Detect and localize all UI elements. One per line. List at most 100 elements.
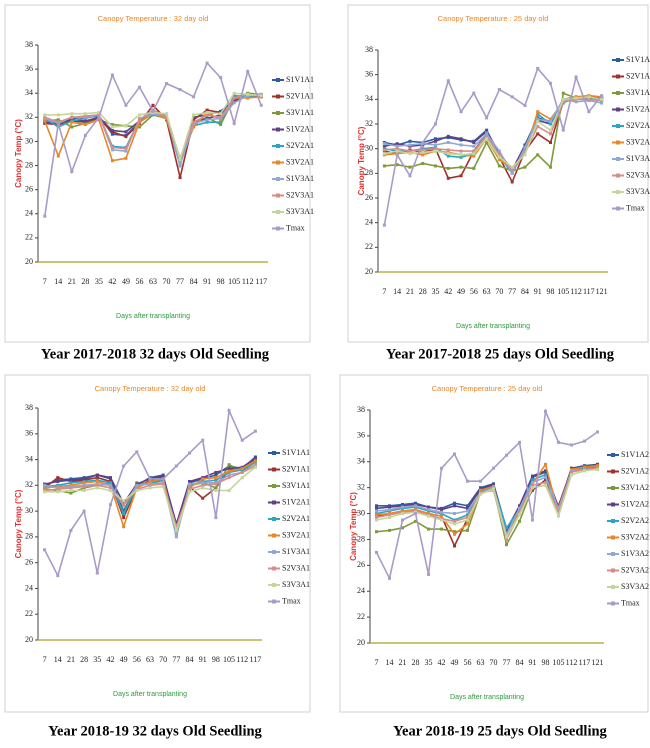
point-marker [472, 144, 476, 148]
x-tick-label: 21 [67, 655, 75, 664]
point-marker [421, 161, 425, 165]
legend-label: S3V3A2 [626, 187, 650, 196]
point-marker [214, 482, 218, 486]
legend-label: S3V3A1 [282, 580, 310, 589]
legend-marker [611, 552, 615, 556]
legend-label: S1V3A1 [282, 547, 310, 556]
point-marker [174, 525, 178, 529]
point-marker [570, 473, 573, 477]
point-marker [440, 466, 443, 470]
point-marker [395, 149, 399, 153]
x-tick-label: 63 [146, 655, 154, 664]
y-tick-label: 24 [357, 586, 365, 595]
point-marker [536, 120, 540, 124]
point-marker [466, 509, 469, 513]
point-marker [69, 486, 73, 490]
x-tick-label: 28 [80, 655, 88, 664]
x-tick-label: 98 [547, 287, 555, 296]
point-marker [434, 149, 437, 153]
point-marker [574, 96, 578, 100]
x-tick-label: 70 [159, 655, 167, 664]
point-marker [97, 111, 101, 115]
legend-label: S2V3A2 [621, 565, 649, 574]
point-marker [446, 154, 450, 158]
point-marker [227, 469, 231, 473]
point-marker [205, 118, 209, 122]
point-marker [583, 439, 586, 443]
x-tick-label: 28 [419, 287, 427, 296]
point-marker [485, 116, 489, 120]
x-tick-label: 56 [470, 287, 478, 296]
point-marker [259, 103, 263, 107]
y-tick-label: 30 [365, 143, 373, 152]
y-axis-label: Canopy Temp (°C) [357, 126, 366, 195]
point-marker [214, 516, 218, 520]
x-tick-label: 56 [135, 277, 143, 286]
point-marker [549, 141, 552, 144]
point-marker [408, 165, 412, 169]
point-marker [544, 480, 547, 484]
point-marker [446, 152, 450, 156]
point-marker [161, 474, 165, 478]
x-tick-label: 14 [386, 658, 394, 667]
point-marker [459, 153, 463, 157]
legend-marker [611, 453, 615, 457]
point-marker [446, 79, 450, 83]
legend-marker [611, 535, 615, 540]
point-marker [246, 92, 250, 96]
x-tick-label: 77 [503, 658, 511, 667]
x-tick-label: 84 [516, 658, 524, 667]
x-tick-label: 21 [399, 658, 407, 667]
y-tick-label: 30 [25, 506, 33, 515]
x-tick-label: 112 [566, 658, 578, 667]
x-tick-label: 121 [592, 658, 604, 667]
point-marker [427, 508, 430, 512]
legend-marker [272, 533, 276, 538]
point-marker [459, 165, 463, 169]
point-marker [214, 473, 218, 477]
point-marker [227, 473, 231, 477]
point-marker [531, 486, 534, 490]
point-marker [232, 94, 236, 98]
point-marker [536, 132, 540, 136]
legend-label: S2V3A1 [282, 563, 310, 572]
point-marker [69, 478, 73, 482]
point-marker [570, 443, 573, 447]
point-marker [56, 487, 60, 491]
point-marker [192, 113, 196, 117]
x-tick-label: 77 [176, 277, 184, 286]
point-marker [531, 488, 534, 492]
legend-marker [272, 550, 276, 554]
legend-marker [276, 226, 280, 231]
point-marker [70, 170, 74, 174]
legend-label: S3V2A2 [626, 137, 650, 146]
point-marker [82, 477, 86, 481]
point-marker [110, 132, 114, 136]
point-marker [518, 504, 521, 508]
point-marker [472, 91, 476, 95]
point-marker [95, 571, 99, 575]
point-marker [544, 469, 547, 473]
y-tick-label: 26 [25, 557, 33, 566]
point-marker [414, 512, 417, 516]
panel-frame [4, 4, 311, 343]
point-marker [240, 438, 244, 442]
point-marker [232, 91, 236, 95]
legend-label: S1V2A1 [282, 497, 310, 506]
point-marker [421, 150, 425, 154]
point-marker [414, 519, 417, 523]
point-marker [43, 490, 47, 494]
point-marker [201, 486, 205, 490]
point-marker [421, 141, 425, 144]
x-tick-label: 91 [534, 287, 542, 296]
point-marker [583, 465, 586, 469]
point-marker [434, 143, 437, 147]
point-marker [253, 459, 257, 463]
legend-label: S1V1A2 [621, 450, 649, 459]
x-tick-label: 28 [81, 277, 89, 286]
point-marker [531, 480, 534, 484]
point-marker [434, 139, 437, 143]
x-tick-label: 77 [172, 655, 180, 664]
x-tick-label: 105 [557, 287, 569, 296]
